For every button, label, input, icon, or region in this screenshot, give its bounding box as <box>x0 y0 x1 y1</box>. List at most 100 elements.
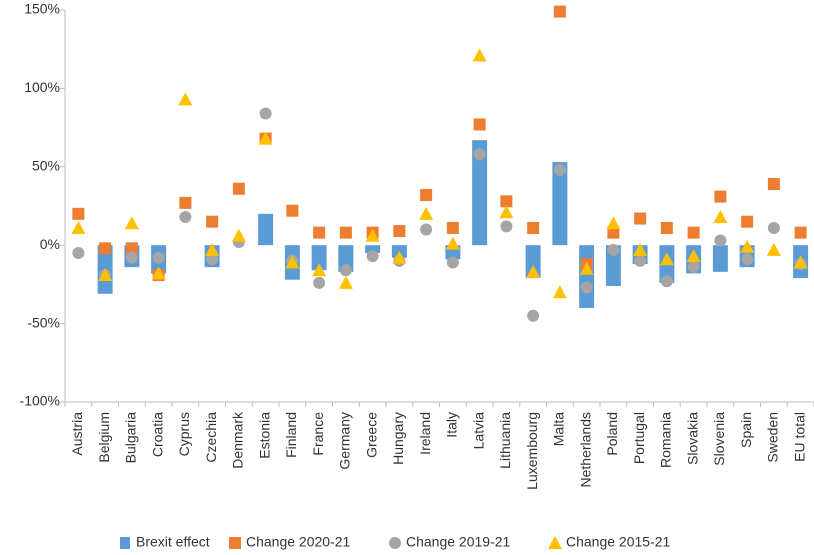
x-tick-label: Netherlands <box>577 412 593 488</box>
marker <box>794 226 807 239</box>
marker <box>446 221 459 234</box>
marker <box>740 239 755 253</box>
marker <box>660 221 673 234</box>
y-tick-label: 50% <box>32 158 60 174</box>
marker <box>392 250 407 264</box>
marker <box>659 252 674 266</box>
x-tick-label: Ireland <box>417 412 433 455</box>
marker <box>124 216 139 230</box>
x-tick-label: Greece <box>363 412 379 458</box>
marker <box>313 226 326 239</box>
marker <box>125 242 138 255</box>
marker <box>152 251 165 264</box>
x-tick-label: Latvia <box>470 412 486 450</box>
marker <box>472 48 487 62</box>
x-tick-label: Poland <box>604 412 620 456</box>
marker <box>420 189 433 202</box>
legend-swatch <box>229 537 241 549</box>
marker <box>339 264 352 277</box>
x-tick-label: Croatia <box>149 412 165 457</box>
marker <box>607 226 620 239</box>
marker <box>714 190 727 203</box>
x-tick-label: Slovenia <box>711 412 727 466</box>
legend-label: Change 2015-21 <box>566 534 671 550</box>
bar <box>258 213 274 246</box>
marker <box>313 276 326 289</box>
marker <box>258 131 273 145</box>
marker <box>553 163 566 176</box>
marker <box>473 148 486 161</box>
x-tick-label: Bulgaria <box>123 412 139 464</box>
marker <box>660 275 673 288</box>
marker <box>634 254 647 267</box>
marker <box>526 264 541 278</box>
marker <box>125 251 138 264</box>
y-tick-label: 0% <box>40 236 60 252</box>
marker <box>179 210 192 223</box>
marker <box>151 266 166 280</box>
legend-swatch <box>548 536 562 549</box>
marker <box>767 221 780 234</box>
marker <box>687 226 700 239</box>
marker <box>713 209 728 223</box>
marker <box>339 226 352 239</box>
marker <box>232 182 245 195</box>
legend-swatch <box>120 537 130 549</box>
x-tick-label: Lithuania <box>497 412 513 469</box>
y-tick-label: -50% <box>27 314 60 330</box>
marker <box>500 195 513 208</box>
bar <box>365 245 381 254</box>
x-tick-label: Italy <box>444 412 460 438</box>
marker <box>766 242 781 256</box>
marker <box>553 5 566 18</box>
marker <box>286 204 299 217</box>
bar <box>472 140 488 246</box>
marker <box>580 281 593 294</box>
marker <box>231 228 246 242</box>
marker <box>446 256 459 269</box>
marker <box>71 220 86 234</box>
marker <box>419 206 434 220</box>
x-tick-label: Cyprus <box>176 412 192 456</box>
marker <box>206 253 219 266</box>
marker <box>686 249 701 263</box>
y-tick-label: 100% <box>24 79 60 95</box>
x-tick-label: Germany <box>337 412 353 470</box>
bar <box>552 162 568 246</box>
marker <box>366 250 379 263</box>
bar <box>311 245 327 271</box>
marker <box>473 118 486 131</box>
marker <box>445 236 460 250</box>
marker <box>607 243 620 256</box>
marker <box>793 255 808 269</box>
x-tick-label: Sweden <box>765 412 781 463</box>
y-tick-label: -100% <box>20 393 60 409</box>
bar <box>712 245 728 272</box>
x-tick-label: EU total <box>791 412 807 462</box>
x-tick-label: France <box>310 412 326 456</box>
x-tick-label: Malta <box>551 412 567 446</box>
bar <box>605 245 621 286</box>
marker <box>606 216 621 230</box>
marker <box>527 309 540 322</box>
marker <box>633 242 648 256</box>
marker <box>72 207 85 220</box>
legend-label: Brexit effect <box>136 534 210 550</box>
marker <box>365 228 380 242</box>
bar <box>579 245 595 308</box>
marker <box>527 221 540 234</box>
x-tick-label: Hungary <box>390 412 406 465</box>
x-tick-label: Estonia <box>256 412 272 459</box>
x-tick-label: Romania <box>658 412 674 468</box>
marker <box>205 242 220 256</box>
marker <box>338 275 353 289</box>
marker <box>72 247 85 260</box>
x-tick-label: Portugal <box>631 412 647 464</box>
x-tick-label: Luxembourg <box>524 412 540 490</box>
marker <box>714 234 727 247</box>
x-tick-label: Czechia <box>203 412 219 463</box>
marker <box>500 220 513 233</box>
marker <box>312 263 327 277</box>
marker <box>741 215 754 228</box>
